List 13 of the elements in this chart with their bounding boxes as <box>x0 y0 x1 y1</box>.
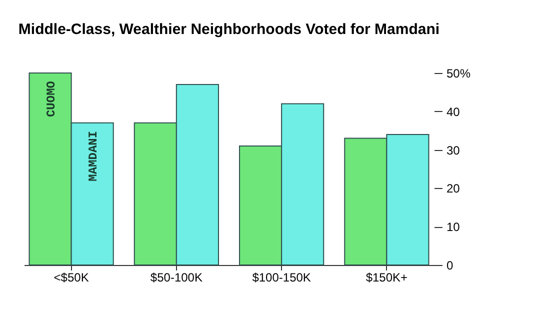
y-tick-label: 10 <box>446 220 460 234</box>
chart-title: Middle-Class, Wealthier Neighborhoods Voted for Mamdani <box>18 21 440 38</box>
y-tick-label: 0 <box>446 258 454 272</box>
x-tick-label: $100-150K <box>252 270 311 284</box>
x-tick-label: <$50K <box>54 270 89 284</box>
y-tick-label: 50% <box>446 66 471 80</box>
series-label: CUOMO <box>44 81 58 118</box>
y-tick-label: 20 <box>446 182 460 196</box>
y-tick-label: 40 <box>446 104 460 119</box>
x-tick-label: $50-100K <box>150 270 202 284</box>
x-tick-label: $150K+ <box>366 270 408 284</box>
y-tick-label: 30 <box>446 143 460 158</box>
series-label: MAMDANI <box>86 130 100 182</box>
